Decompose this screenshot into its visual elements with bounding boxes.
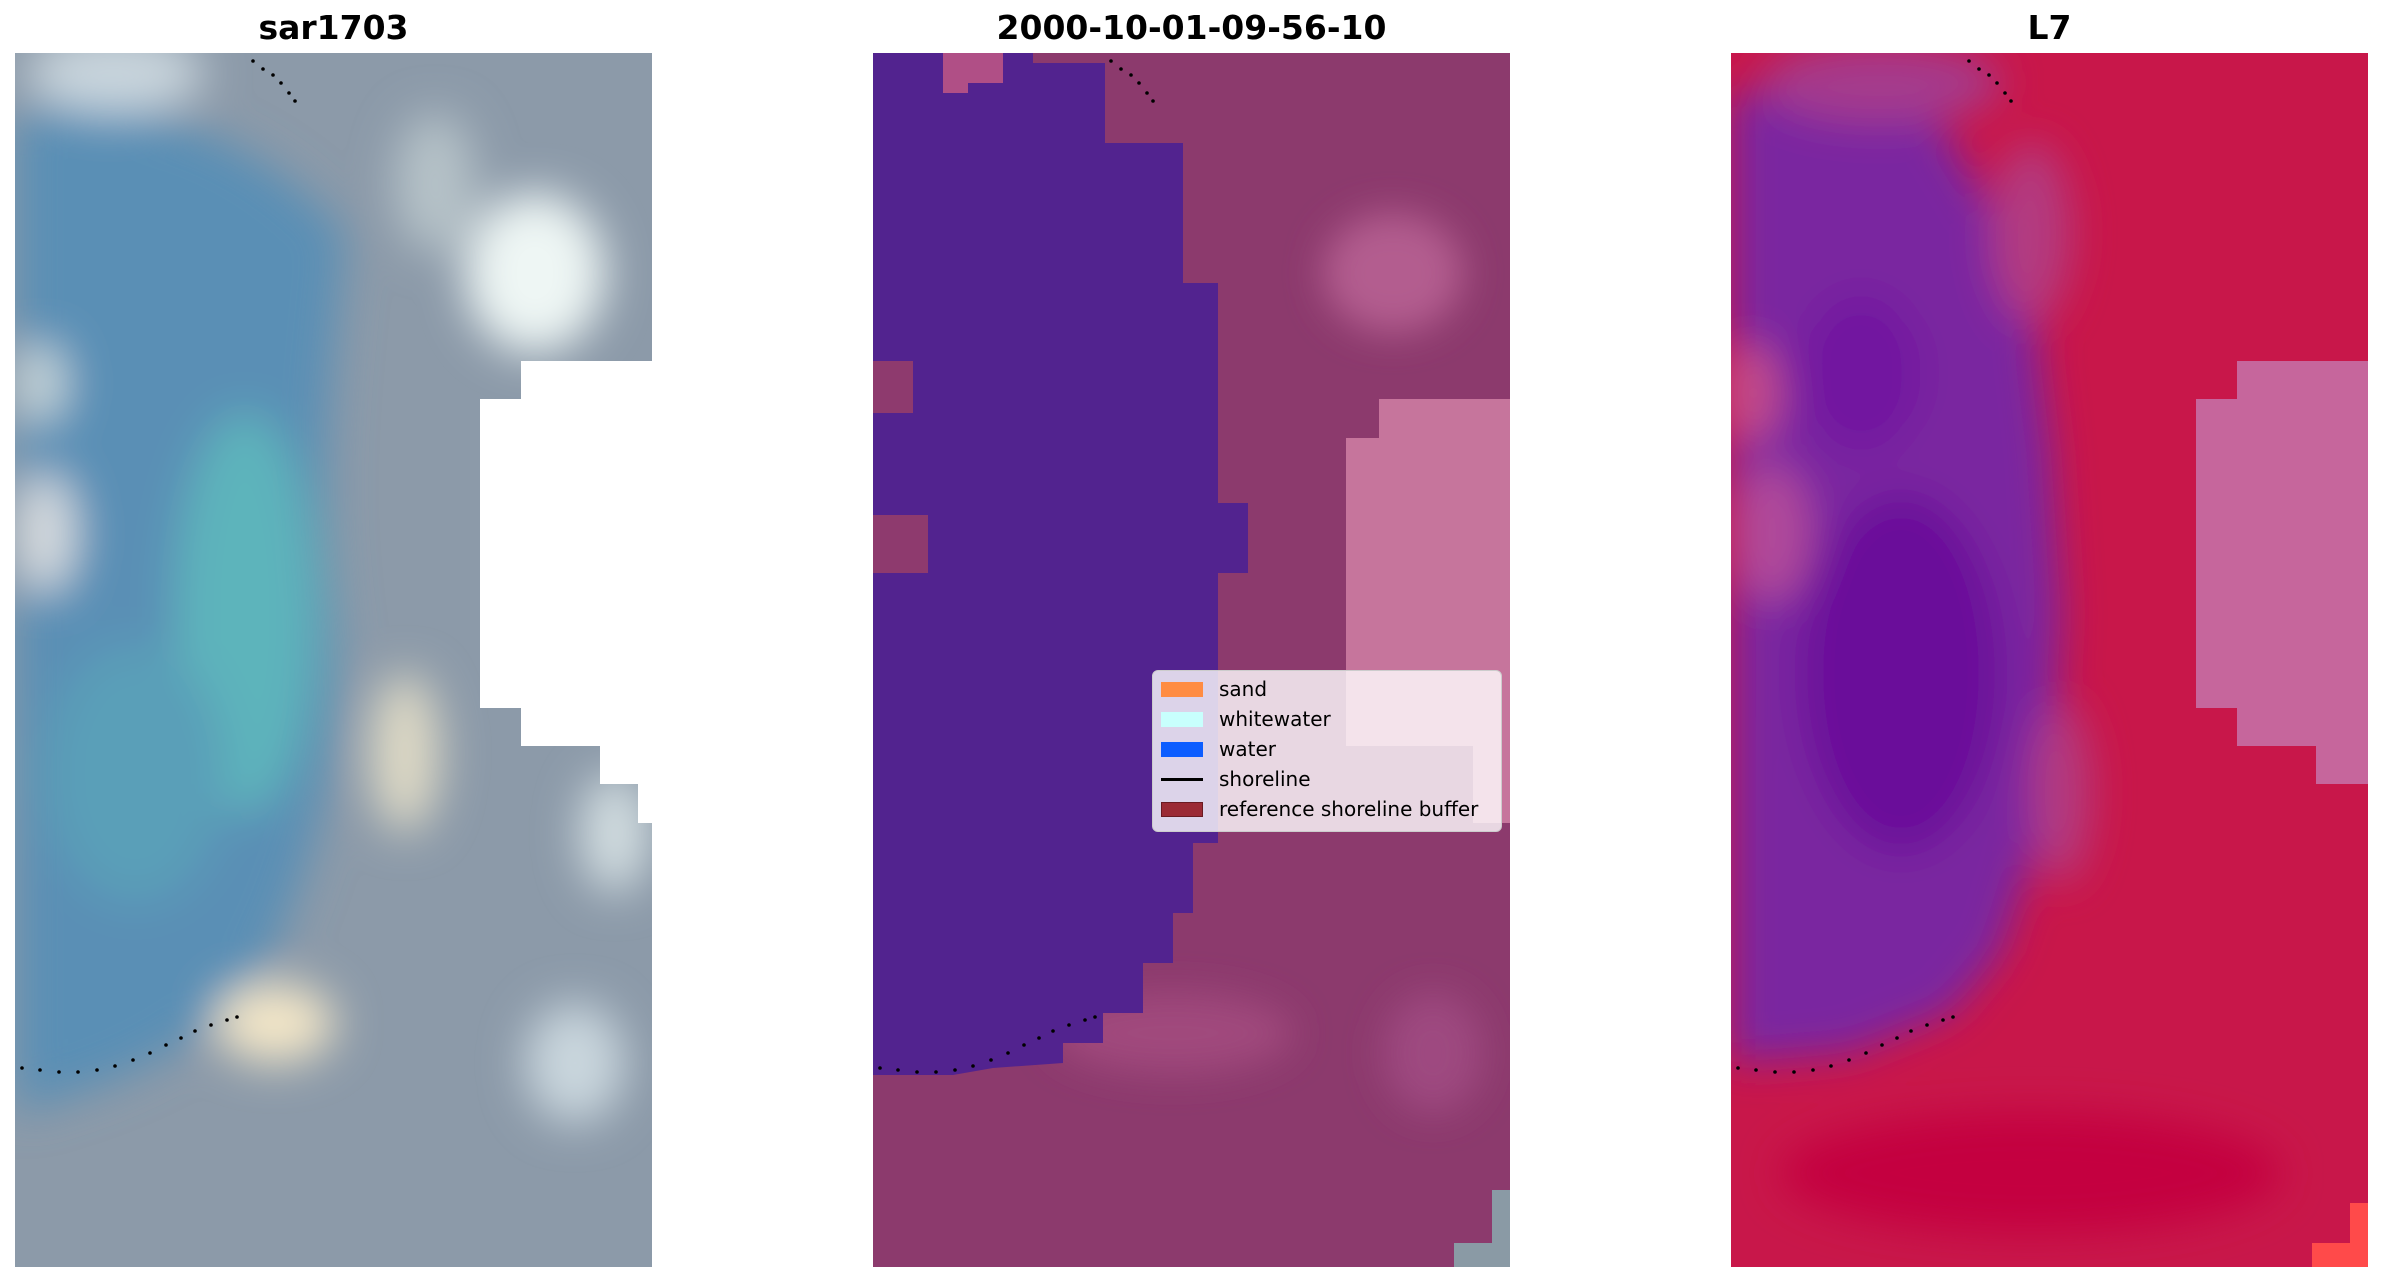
shoreline-line-swatch (1161, 777, 1203, 781)
buffer-swatch (1161, 801, 1203, 817)
legend: sand whitewater water shoreline referenc… (1152, 670, 1502, 832)
legend-item-reference-buffer: reference shoreline buffer (1161, 797, 1478, 821)
legend-label: whitewater (1219, 707, 1331, 731)
water-swatch (1161, 741, 1203, 757)
shoreline-dots (878, 59, 1155, 1074)
shoreline-dots (1736, 59, 2013, 1074)
rgb-panel-title: sar1703 (258, 8, 409, 47)
legend-label: water (1219, 737, 1276, 761)
legend-label: sand (1219, 677, 1268, 701)
classification-image (873, 53, 1510, 1267)
shoreline-dots (20, 59, 297, 1074)
whitewater-swatch (1161, 711, 1203, 727)
index-image (1731, 53, 2368, 1267)
classification-panel-title: 2000-10-01-09-56-10 (996, 8, 1387, 47)
rgb-image (15, 53, 652, 1267)
legend-item-whitewater: whitewater (1161, 707, 1331, 731)
legend-label: shoreline (1219, 767, 1311, 791)
index-panel-title: L7 (2027, 8, 2072, 47)
legend-item-sand: sand (1161, 677, 1267, 701)
sand-swatch (1161, 681, 1203, 697)
legend-label: reference shoreline buffer (1219, 797, 1479, 821)
legend-item-water: water (1161, 737, 1276, 761)
legend-item-shoreline: shoreline (1161, 767, 1311, 791)
